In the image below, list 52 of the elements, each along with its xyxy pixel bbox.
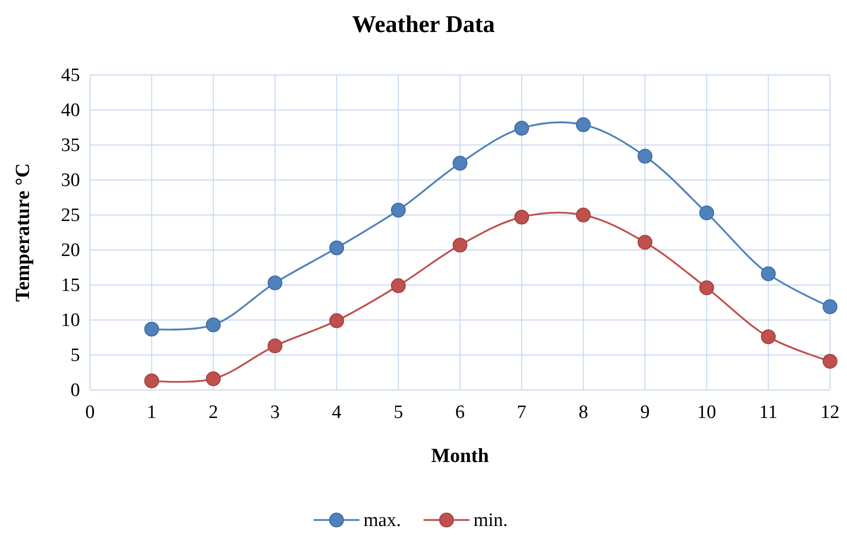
point [514,210,530,224]
legend-label: min. [474,510,508,531]
x-tick-label: 2 [208,402,218,423]
point [206,318,221,332]
x-tick-label: 12 [820,402,840,423]
x-tick-label: 9 [640,402,650,423]
y-tick-label: 0 [70,380,80,401]
point [390,202,406,218]
legend-label: max. [364,510,401,531]
point [452,156,468,171]
y-tick-label: 35 [61,135,80,156]
x-tick-label: 11 [759,402,778,423]
point [822,354,838,369]
x-tick-label: 0 [85,402,95,423]
x-tick-label: 6 [455,402,465,423]
point [699,280,714,296]
x-tick-label: 8 [578,402,588,423]
x-tick-label: 5 [394,402,404,423]
point [268,338,282,354]
point [576,208,591,222]
point [760,266,776,282]
x-tick-label: 4 [332,402,342,423]
x-tick-label: 10 [697,402,716,423]
point [268,276,282,290]
y-tick-label: 40 [61,100,80,121]
point [760,329,776,344]
point [206,371,221,386]
point [699,206,714,220]
point [638,234,652,250]
point [144,322,160,336]
y-tick-label: 45 [61,65,80,86]
point [329,313,344,328]
y-tick-label: 5 [70,345,80,366]
point [329,240,344,256]
point [144,374,160,388]
y-axis-title: Temperature °C [12,163,34,302]
chart-title: Weather Data [352,12,495,38]
point [452,238,468,252]
x-tick-label: 1 [146,402,156,423]
point [576,117,591,132]
x-tick-label: 7 [516,402,526,423]
point [390,278,406,294]
y-tick-label: 15 [61,275,80,296]
x-tick-label: 3 [270,402,280,423]
y-tick-label: 30 [61,170,80,191]
x-axis-title: Month [431,445,489,467]
y-tick-label: 10 [61,310,80,331]
y-tick-label: 20 [61,240,80,261]
point [822,299,838,314]
point [638,148,652,164]
point [514,120,530,136]
y-tick-label: 25 [61,205,80,226]
